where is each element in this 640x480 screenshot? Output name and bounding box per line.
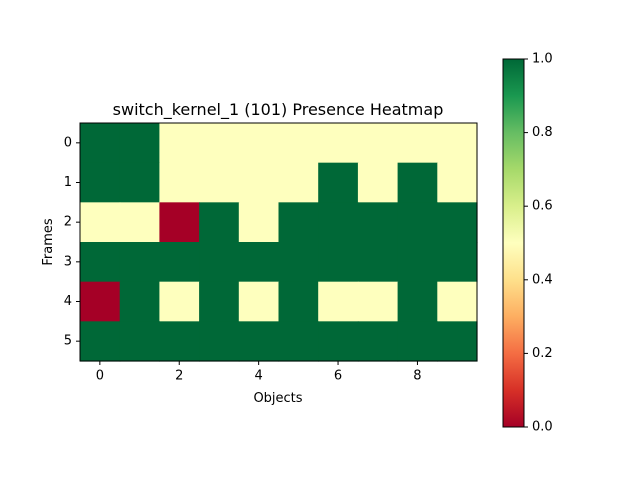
colorbar-tick-label: 0.4 (532, 272, 553, 287)
heatmap-cell (278, 242, 319, 283)
y-tick-label: 2 (64, 215, 72, 230)
colorbar-ticks: 0.0 0.2 0.4 0.6 0.8 1.0 (524, 52, 553, 435)
heatmap-cell (437, 162, 478, 203)
heatmap-cell (278, 321, 319, 362)
heatmap-cell (357, 202, 399, 243)
heatmap-cell (119, 242, 160, 283)
x-tick-label: 6 (334, 369, 342, 384)
heatmap-cell (199, 202, 240, 243)
heatmap-cell (199, 281, 240, 322)
heatmap-cell (318, 202, 359, 243)
heatmap-cell (159, 162, 200, 203)
heatmap-cell (397, 202, 438, 243)
x-tick-label: 8 (413, 369, 421, 384)
heatmap-cell (318, 123, 359, 164)
heatmap-cell (199, 321, 240, 362)
heatmap-cell (278, 281, 319, 322)
heatmap-cell (357, 242, 399, 283)
heatmap-cell (318, 281, 359, 322)
heatmap-cell (159, 281, 200, 322)
heatmap-cell (80, 123, 121, 164)
heatmap-cell (80, 321, 121, 362)
heatmap-cell (437, 202, 478, 243)
heatmap-cell (278, 202, 319, 243)
heatmap-cell (80, 242, 121, 283)
heatmap-cell (119, 202, 160, 243)
chart-title: switch_kernel_1 (101) Presence Heatmap (113, 100, 444, 120)
y-tick-label: 1 (64, 175, 72, 190)
y-axis-label: Frames (41, 218, 56, 266)
colorbar-tick-label: 0.0 (532, 420, 553, 435)
heatmap-cell (159, 321, 200, 362)
colorbar-tick-label: 1.0 (532, 52, 553, 67)
y-tick-label: 0 (64, 135, 72, 150)
heatmap-cell (397, 281, 438, 322)
heatmap-cell (397, 321, 438, 362)
y-tick-label: 3 (64, 254, 72, 269)
y-axis-ticks: 0 1 2 3 4 5 (64, 135, 80, 349)
x-axis-ticks: 0 2 4 6 8 (96, 361, 422, 384)
heatmap-cell (357, 123, 399, 164)
x-tick-label: 2 (175, 369, 183, 384)
heatmap-cell (80, 202, 121, 243)
heatmap-cell (199, 123, 240, 164)
heatmap-cell (119, 162, 160, 203)
colorbar-tick-label: 0.8 (532, 125, 553, 140)
heatmap-cells (80, 123, 478, 362)
heatmap-cell (318, 162, 359, 203)
heatmap-cell (397, 162, 438, 203)
heatmap-cell (238, 202, 280, 243)
heatmap-cell (397, 242, 438, 283)
heatmap-cell (238, 242, 280, 283)
heatmap-cell (278, 162, 319, 203)
heatmap-cell (278, 123, 319, 164)
heatmap-cell (437, 321, 478, 362)
heatmap-cell (238, 162, 280, 203)
x-tick-label: 4 (255, 369, 263, 384)
plot-frame (79, 122, 478, 362)
heatmap-cell (357, 321, 399, 362)
heatmap-cell (199, 162, 240, 203)
heatmap-cell (318, 242, 359, 283)
heatmap-cell (238, 321, 280, 362)
heatmap-cell (397, 123, 438, 164)
heatmap-cell (119, 281, 160, 322)
heatmap-cell (238, 281, 280, 322)
heatmap-cell (357, 162, 399, 203)
heatmap-cell (437, 123, 478, 164)
heatmap-cell (119, 321, 160, 362)
heatmap-cell (318, 321, 359, 362)
heatmap-cell (119, 123, 160, 164)
heatmap-cell (357, 281, 399, 322)
heatmap-cell (199, 242, 240, 283)
x-tick-label: 0 (96, 369, 104, 384)
heatmap-cell (80, 162, 121, 203)
y-tick-label: 4 (64, 294, 72, 309)
heatmap-cell (80, 281, 121, 322)
heatmap-cell (159, 123, 200, 164)
x-axis-label: Objects (253, 391, 302, 406)
colorbar-tick-label: 0.6 (532, 199, 553, 214)
colorbar-tick-label: 0.2 (532, 346, 553, 361)
colorbar (502, 58, 525, 428)
heatmap-cell (238, 123, 280, 164)
heatmap-cell (159, 202, 200, 243)
heatmap-cell (159, 242, 200, 283)
y-tick-label: 5 (64, 334, 72, 349)
heatmap-cell (437, 242, 478, 283)
heatmap-cell (437, 281, 478, 322)
